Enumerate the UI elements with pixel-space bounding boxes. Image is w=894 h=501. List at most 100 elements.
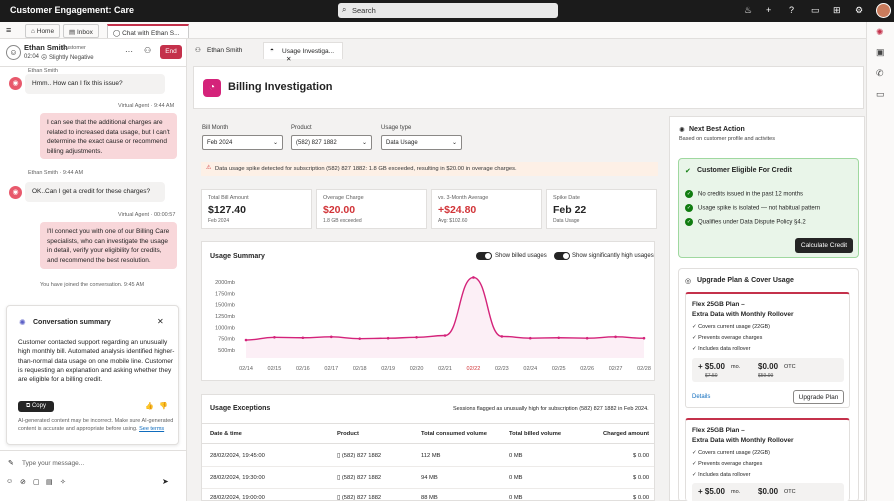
message-input[interactable]: Type your message...	[22, 460, 85, 467]
data-point[interactable]	[528, 336, 532, 340]
plus-icon[interactable]: +	[766, 5, 772, 15]
plan-feature-text: Prevents overage charges	[698, 335, 763, 341]
usage-type-label: Usage type	[381, 125, 412, 131]
toggle-high[interactable]	[554, 252, 570, 260]
cell-product: ▯ (582) 827 1882	[337, 495, 381, 501]
kpi-sub: Feb 2024	[208, 218, 230, 224]
see-terms-link[interactable]: See terms	[139, 425, 165, 432]
phone-icon[interactable]: ✆	[876, 68, 884, 78]
bill-month-value: Feb 2024	[207, 140, 233, 146]
tab-chat-label: Chat with Ethan S...	[122, 30, 180, 37]
usage-summary-title: Usage Summary	[210, 253, 265, 260]
nba-title: Next Best Action	[689, 126, 745, 133]
sentiment: ☹ Slightly Negative	[41, 54, 94, 61]
data-point[interactable]	[500, 335, 504, 338]
message-meta: Ethan Smith	[28, 68, 58, 74]
tab-inbox[interactable]: ▤ Inbox	[63, 24, 99, 38]
data-point[interactable]	[472, 276, 475, 279]
copilot-icon[interactable]: ✺	[876, 27, 884, 37]
send-icon[interactable]: ➤	[162, 477, 169, 486]
plan-feature: ✓ Includes data rollover	[692, 472, 751, 478]
x-tick-label: 02/14	[239, 366, 253, 372]
quick-reply-icon[interactable]: ▢	[33, 479, 40, 486]
user-avatar[interactable]	[876, 3, 891, 18]
column-header[interactable]: Date & time	[210, 431, 242, 437]
plan-feature: ✓ Covers current usage (22GB)	[692, 450, 770, 456]
calculate-credit-button[interactable]: Calculate Credit	[795, 238, 853, 253]
close-icon[interactable]: ✕	[286, 56, 292, 63]
plan-title: Flex 25GB Plan –	[692, 301, 745, 308]
end-button[interactable]: End	[160, 45, 182, 59]
phone-icon: ▯	[337, 475, 341, 481]
column-header[interactable]: Product	[337, 431, 359, 437]
kb-icon[interactable]: ▤	[46, 479, 53, 486]
sparkle-icon[interactable]: ✧	[60, 479, 66, 486]
copy-button[interactable]: ⧉ Copy	[18, 401, 54, 412]
summary-disclaimer: AI-generated content may be incorrect. M…	[18, 418, 174, 433]
product-select[interactable]: (582) 827 1882 ⌄	[291, 135, 372, 150]
data-point[interactable]	[329, 335, 333, 339]
kpi-label: Overage Charge	[323, 195, 364, 201]
check-icon: ✓	[685, 190, 693, 198]
tab-chat[interactable]: ◯ Chat with Ethan S...	[107, 24, 189, 38]
tab-customer[interactable]: ⚇ Ethan Smith	[189, 42, 248, 59]
customer-role: Customer	[62, 45, 86, 51]
thumbs-up-icon[interactable]: 👍	[145, 403, 154, 410]
upgrade-plan-card: ◎ Upgrade Plan & Cover Usage	[678, 268, 859, 501]
message-icon[interactable]: ▭	[876, 89, 885, 99]
data-point[interactable]	[614, 335, 617, 339]
more-icon[interactable]: ···	[125, 47, 133, 56]
data-point[interactable]	[358, 337, 362, 340]
data-point[interactable]	[244, 338, 248, 342]
usage-type-value: Data Usage	[386, 140, 418, 146]
tab-home[interactable]: ⌂ Home	[25, 24, 61, 38]
chat-icon[interactable]: ▭	[811, 5, 820, 15]
data-point[interactable]	[301, 336, 305, 340]
column-header[interactable]: Total billed volume	[509, 431, 562, 437]
data-point[interactable]	[642, 336, 646, 340]
settings-icon[interactable]: ⚙	[855, 5, 864, 15]
credit-item: ✓ No credits issued in the past 12 months	[685, 190, 803, 198]
page-title: Billing Investigation	[228, 81, 333, 93]
divider	[202, 423, 654, 424]
kpi-value: +$24.80	[438, 204, 477, 216]
data-point[interactable]	[386, 336, 390, 340]
data-point[interactable]	[273, 336, 276, 339]
warning-icon: ⚠	[206, 165, 212, 171]
column-header[interactable]: Charged amount	[603, 431, 650, 437]
plan-price: + $5.00	[698, 487, 725, 496]
x-tick-label: 02/18	[353, 366, 367, 372]
phone-icon: ▯	[337, 495, 341, 501]
kpi-sub: 1.8 GB exceeded	[323, 218, 362, 224]
product-label: Product	[291, 125, 312, 131]
menu-icon[interactable]: ≡	[6, 25, 12, 35]
plan-otc: $0.00	[758, 487, 779, 496]
disclaimer-text: AI-generated content may be incorrect. M…	[18, 418, 174, 432]
data-point[interactable]	[585, 336, 589, 340]
data-point[interactable]	[443, 334, 447, 337]
consult-icon[interactable]: ⚇	[144, 46, 152, 55]
search-input[interactable]: ⌕ Search	[338, 3, 558, 18]
lightbulb-icon[interactable]: ♨	[744, 5, 753, 15]
paperclip-icon[interactable]: ⊘	[20, 479, 26, 486]
kpi-value: Feb 22	[553, 204, 587, 216]
upgrade-plan-button[interactable]: Upgrade Plan	[793, 390, 844, 404]
data-point[interactable]	[415, 336, 418, 339]
tab-usage-investigation[interactable]: ◓ Usage Investiga... ✕	[263, 42, 343, 63]
inbox-icon: ▤	[69, 29, 76, 36]
thumbs-down-icon[interactable]: 👎	[159, 403, 168, 410]
data-point[interactable]	[557, 336, 561, 340]
knowledge-icon[interactable]: ▣	[876, 47, 885, 57]
emoji-icon[interactable]: ☺	[6, 478, 14, 485]
attach-icon[interactable]: ✎	[8, 460, 14, 467]
close-icon[interactable]: ✕	[157, 317, 164, 326]
apps-icon[interactable]: ⊞	[833, 5, 841, 15]
toggle-billed[interactable]	[476, 252, 492, 260]
bill-month-select[interactable]: Feb 2024 ⌄	[202, 135, 283, 150]
column-header[interactable]: Total consumed volume	[421, 431, 487, 437]
summary-title: Conversation summary	[33, 319, 111, 326]
kpi-total-bill: Total Bill Amount $127.40 Feb 2024	[201, 189, 312, 229]
usage-type-select[interactable]: Data Usage ⌄	[381, 135, 462, 150]
help-icon[interactable]: ?	[789, 5, 795, 15]
plan-details-link[interactable]: Details	[692, 394, 711, 400]
